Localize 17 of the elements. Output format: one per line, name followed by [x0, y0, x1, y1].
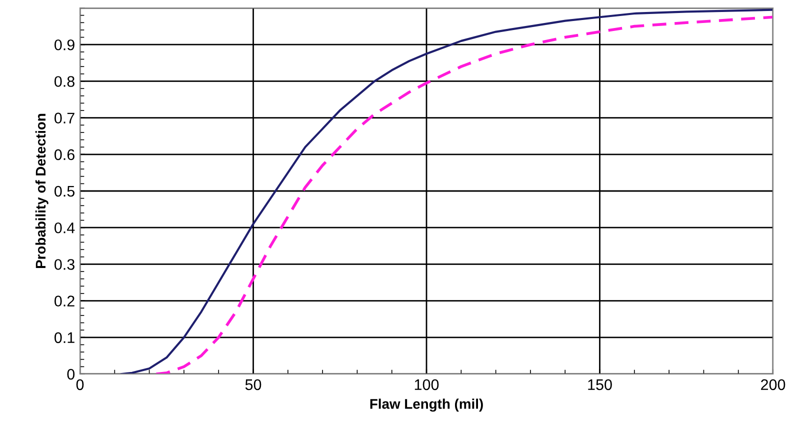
y-axis-title: Probability of Detection	[35, 114, 48, 268]
y-tick-label: 0.2	[54, 296, 74, 306]
x-tick-label: 200	[761, 379, 786, 390]
y-tick-label: 0.7	[54, 112, 74, 124]
y-tick-label: 0	[67, 368, 75, 380]
x-tick-label: 50	[245, 379, 262, 390]
x-tick-label: 150	[588, 379, 612, 390]
x-axis-title: Flaw Length (mil)	[370, 398, 483, 412]
y-tick-label: 0.6	[54, 149, 74, 160]
y-tick-label: 0.4	[54, 222, 75, 234]
y-tick-label: 0.3	[54, 259, 74, 270]
y-tick-label: 0.8	[54, 76, 74, 87]
y-tick-label: 0.1	[54, 332, 74, 344]
x-tick-label: 100	[414, 379, 439, 390]
y-tick-label: 0.5	[54, 186, 74, 197]
y-tick-label: 0.9	[54, 39, 74, 50]
x-tick-label: 0	[76, 379, 84, 390]
